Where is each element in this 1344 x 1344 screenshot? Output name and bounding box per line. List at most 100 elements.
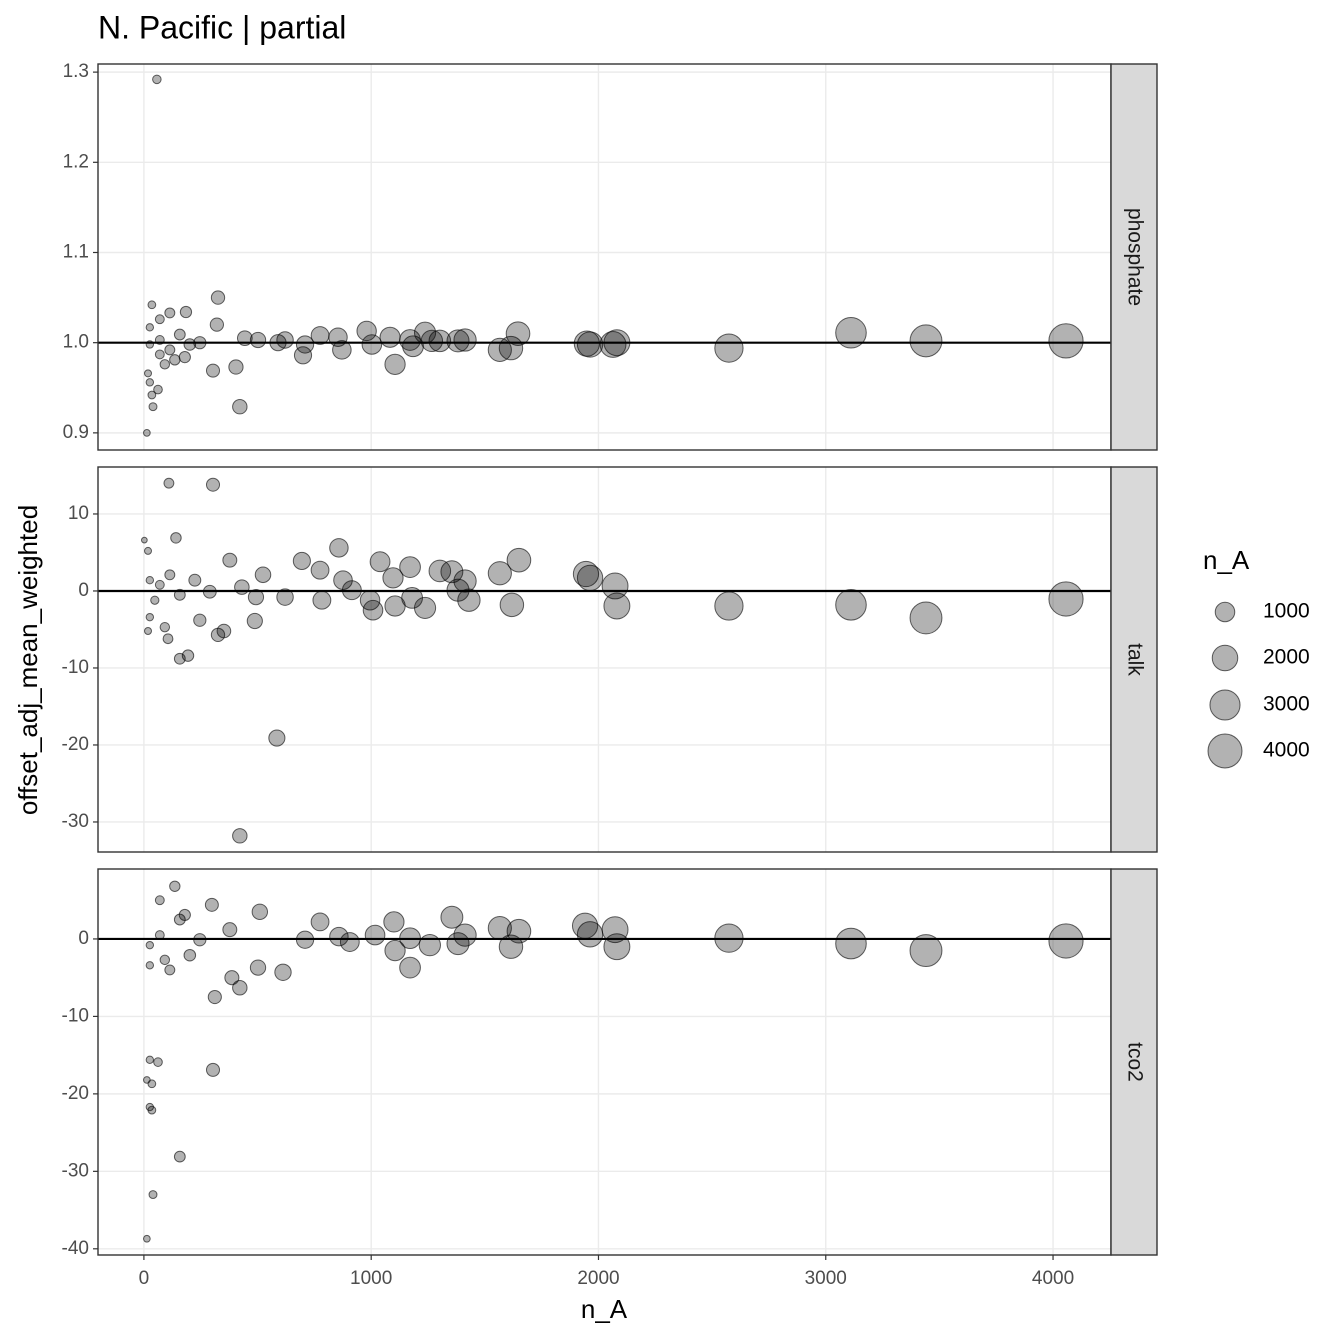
point xyxy=(236,330,253,347)
point xyxy=(173,588,186,601)
point xyxy=(1048,581,1084,617)
point xyxy=(292,551,311,570)
point xyxy=(145,323,155,332)
point xyxy=(178,908,191,922)
point xyxy=(420,329,444,353)
point xyxy=(428,329,452,353)
point xyxy=(1048,323,1084,359)
point xyxy=(601,916,629,944)
point xyxy=(143,1076,151,1084)
facet-strip xyxy=(1110,868,1158,1256)
point xyxy=(498,934,524,959)
point xyxy=(572,560,600,588)
point xyxy=(339,932,360,952)
y-tick-label: 0 xyxy=(78,580,89,601)
point xyxy=(234,579,250,595)
point xyxy=(163,477,175,489)
point xyxy=(382,567,404,589)
point xyxy=(145,961,155,970)
point xyxy=(145,340,155,349)
point xyxy=(714,923,744,953)
point xyxy=(571,912,599,939)
point xyxy=(154,349,165,360)
point xyxy=(573,330,601,357)
point xyxy=(224,970,240,986)
point xyxy=(232,828,248,844)
point xyxy=(154,335,165,345)
point xyxy=(446,932,470,956)
point xyxy=(446,329,470,353)
point xyxy=(276,588,294,606)
legend-key xyxy=(1209,689,1241,721)
legend-label: 4000 xyxy=(1263,739,1310,762)
point xyxy=(232,398,248,415)
point xyxy=(170,532,182,544)
y-tick-label: 1.1 xyxy=(63,242,89,263)
point xyxy=(179,305,193,319)
point xyxy=(453,569,477,593)
point xyxy=(143,429,151,437)
point xyxy=(576,921,604,948)
point xyxy=(183,948,197,962)
point xyxy=(440,560,464,584)
facet-label: phosphate xyxy=(1123,208,1146,306)
point xyxy=(254,566,272,584)
point xyxy=(154,579,165,590)
point xyxy=(384,939,406,962)
point xyxy=(154,314,165,325)
legend-label: 1000 xyxy=(1263,600,1310,623)
x-tick-label: 4000 xyxy=(1032,1268,1074,1289)
y-tick-label: -40 xyxy=(62,1238,89,1259)
x-tick-label: 1000 xyxy=(350,1268,392,1289)
point xyxy=(251,903,269,921)
y-tick-label: 10 xyxy=(68,503,89,524)
point xyxy=(333,570,353,590)
point xyxy=(202,584,217,599)
point xyxy=(506,918,532,944)
point xyxy=(499,592,525,618)
y-tick-label: 0.9 xyxy=(63,422,89,443)
point xyxy=(173,328,186,341)
point xyxy=(295,335,315,354)
legend-label: 3000 xyxy=(1263,693,1310,716)
y-tick-label: -30 xyxy=(62,1160,89,1181)
point xyxy=(210,627,226,643)
y-tick-label: 1.3 xyxy=(63,61,89,82)
point xyxy=(295,930,315,949)
point xyxy=(164,569,176,581)
point xyxy=(144,369,152,378)
point xyxy=(145,940,155,950)
point xyxy=(154,930,165,941)
point xyxy=(159,621,171,633)
point xyxy=(714,333,744,363)
point xyxy=(332,340,352,360)
point xyxy=(399,956,421,979)
point xyxy=(150,595,160,605)
point xyxy=(601,572,629,600)
y-axis-label: offset_adj_mean_weighted xyxy=(13,505,43,815)
point xyxy=(909,934,943,968)
point xyxy=(384,595,406,617)
point xyxy=(147,300,157,310)
point xyxy=(359,589,381,611)
legend-title: n_A xyxy=(1203,545,1250,575)
y-tick-label: -20 xyxy=(62,734,89,755)
point xyxy=(207,989,222,1005)
point xyxy=(152,74,162,85)
point xyxy=(487,561,512,586)
point xyxy=(145,1102,155,1112)
point xyxy=(145,575,155,585)
point xyxy=(402,335,424,358)
facet-strip xyxy=(1110,63,1158,451)
point xyxy=(141,536,148,544)
point xyxy=(145,612,155,622)
x-tick-label: 3000 xyxy=(805,1268,847,1289)
point xyxy=(145,1055,155,1064)
point xyxy=(603,592,631,620)
point xyxy=(329,538,349,558)
x-tick-label: 0 xyxy=(139,1268,150,1289)
point xyxy=(599,331,627,358)
point xyxy=(246,612,263,630)
point xyxy=(205,477,221,492)
